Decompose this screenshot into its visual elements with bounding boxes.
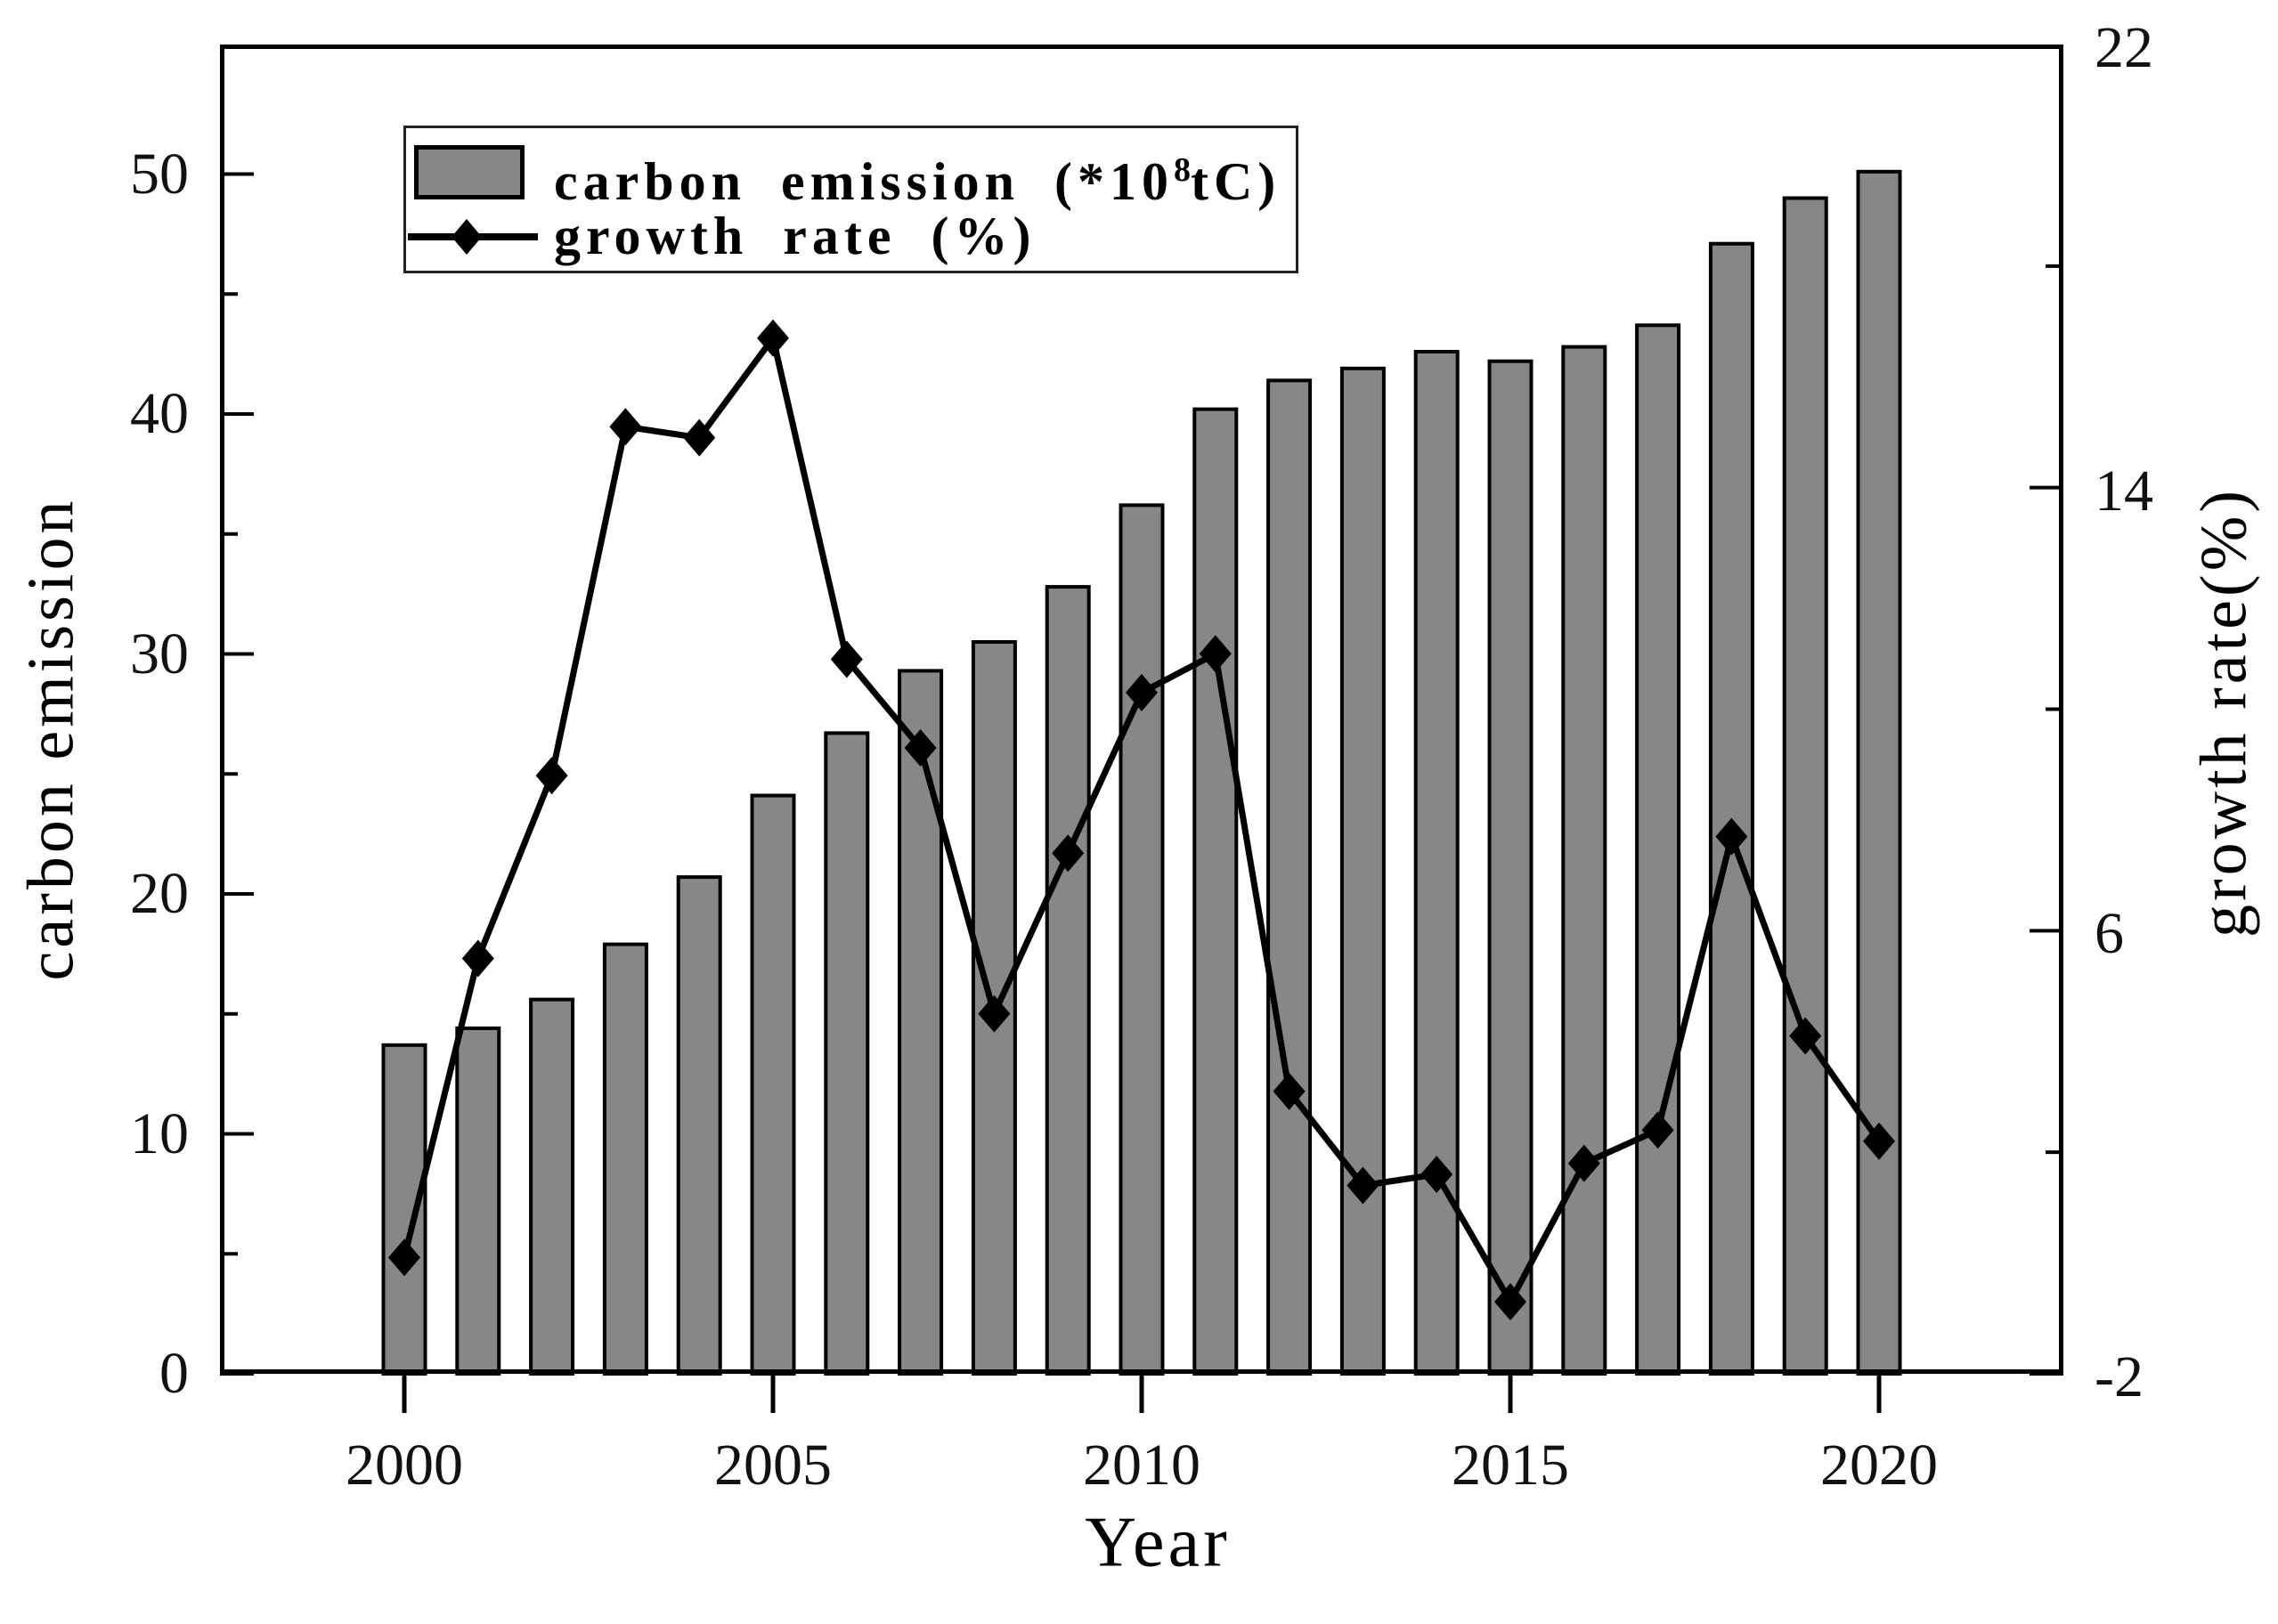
x-tick-label-2000: 2000 (346, 1433, 463, 1498)
x-axis-title: Year (1085, 1503, 1231, 1582)
left-axis-title: carbon emission (14, 497, 88, 981)
growth-marker-2009 (1052, 834, 1085, 873)
bar-2003 (602, 942, 648, 1376)
growth-marker-2002 (535, 757, 568, 795)
right-tick-label--2: -2 (2095, 1344, 2144, 1409)
chart-page: 0 10 20 30 40 50 22 14 6 -2 2000 2005 2010 2015 2020 Y… (14, 15, 2261, 1582)
bar-2013 (1339, 366, 1386, 1376)
x-tick-label-2020: 2020 (1820, 1433, 1938, 1498)
legend-label-carbon-emission: carbon emission (*108tC) (554, 139, 1281, 213)
growth-marker-2006 (830, 640, 863, 678)
growth-marker-2004 (683, 418, 716, 457)
bar-2001 (455, 1026, 501, 1376)
bar-2006 (824, 731, 870, 1376)
growth-marker-2000 (388, 1238, 420, 1277)
bar-2019 (1782, 196, 1828, 1376)
left-tick-label-40: 40 (130, 381, 189, 447)
bar-2020 (1856, 169, 1902, 1376)
right-tick-label-6: 6 (2095, 901, 2124, 967)
growth-marker-2008 (978, 995, 1011, 1033)
growth-marker-2015 (1494, 1283, 1526, 1321)
plot-area (220, 45, 2063, 1413)
x-tick-label-2015: 2015 (1452, 1433, 1569, 1498)
growth-marker-2010 (1126, 673, 1158, 711)
growth-marker-2001 (461, 939, 494, 978)
growth-marker-2007 (904, 729, 937, 767)
right-tick-label-14: 14 (2095, 458, 2153, 524)
growth-marker-2016 (1567, 1144, 1600, 1182)
bar-2002 (529, 997, 575, 1376)
growth-marker-2012 (1273, 1072, 1306, 1110)
growth-marker-2005 (757, 319, 789, 357)
x-tick-label-2005: 2005 (714, 1433, 832, 1498)
bar-2009 (1045, 585, 1091, 1376)
left-tick-label-20: 20 (130, 861, 189, 926)
left-tick-label-0: 0 (159, 1341, 189, 1406)
bar-2007 (898, 669, 944, 1376)
left-tick-label-10: 10 (130, 1100, 189, 1166)
legend-label-1-suffix: tC) (1191, 152, 1281, 211)
bar-2014 (1413, 350, 1460, 1376)
legend-label-1-superscript: 8 (1174, 151, 1191, 189)
x-tick-label-2010: 2010 (1083, 1433, 1200, 1498)
bar-2005 (750, 793, 796, 1376)
legend-label-1-text: carbon emission (*10 (554, 152, 1174, 211)
right-axis-title: growth rate(%) (2187, 487, 2261, 938)
growth-marker-2014 (1420, 1156, 1453, 1194)
growth-marker-2020 (1863, 1122, 1895, 1160)
bar-2010 (1119, 503, 1165, 1376)
bar-2018 (1708, 241, 1754, 1376)
bar-2012 (1266, 378, 1313, 1376)
bar-series-swatch-icon (414, 145, 525, 199)
bar-2015 (1487, 359, 1534, 1376)
bar-2011 (1192, 407, 1239, 1376)
right-tick-label-22: 22 (2095, 15, 2153, 80)
bar-2016 (1561, 345, 1607, 1376)
growth-marker-2018 (1715, 817, 1748, 856)
line-series-marker-icon (408, 219, 538, 255)
growth-marker-2003 (609, 408, 642, 446)
growth-marker-2013 (1346, 1166, 1379, 1205)
growth-marker-2017 (1641, 1111, 1674, 1149)
growth-marker-2011 (1199, 635, 1232, 673)
legend-box: carbon emission (*108tC) growth rate (%) (403, 126, 1298, 273)
left-tick-label-50: 50 (130, 141, 189, 207)
left-tick-label-30: 30 (130, 621, 189, 686)
growth-marker-2019 (1789, 1017, 1822, 1055)
bar-2017 (1635, 323, 1681, 1376)
legend-label-growth-rate: growth rate (%) (554, 207, 1037, 265)
bar-2004 (676, 875, 722, 1376)
